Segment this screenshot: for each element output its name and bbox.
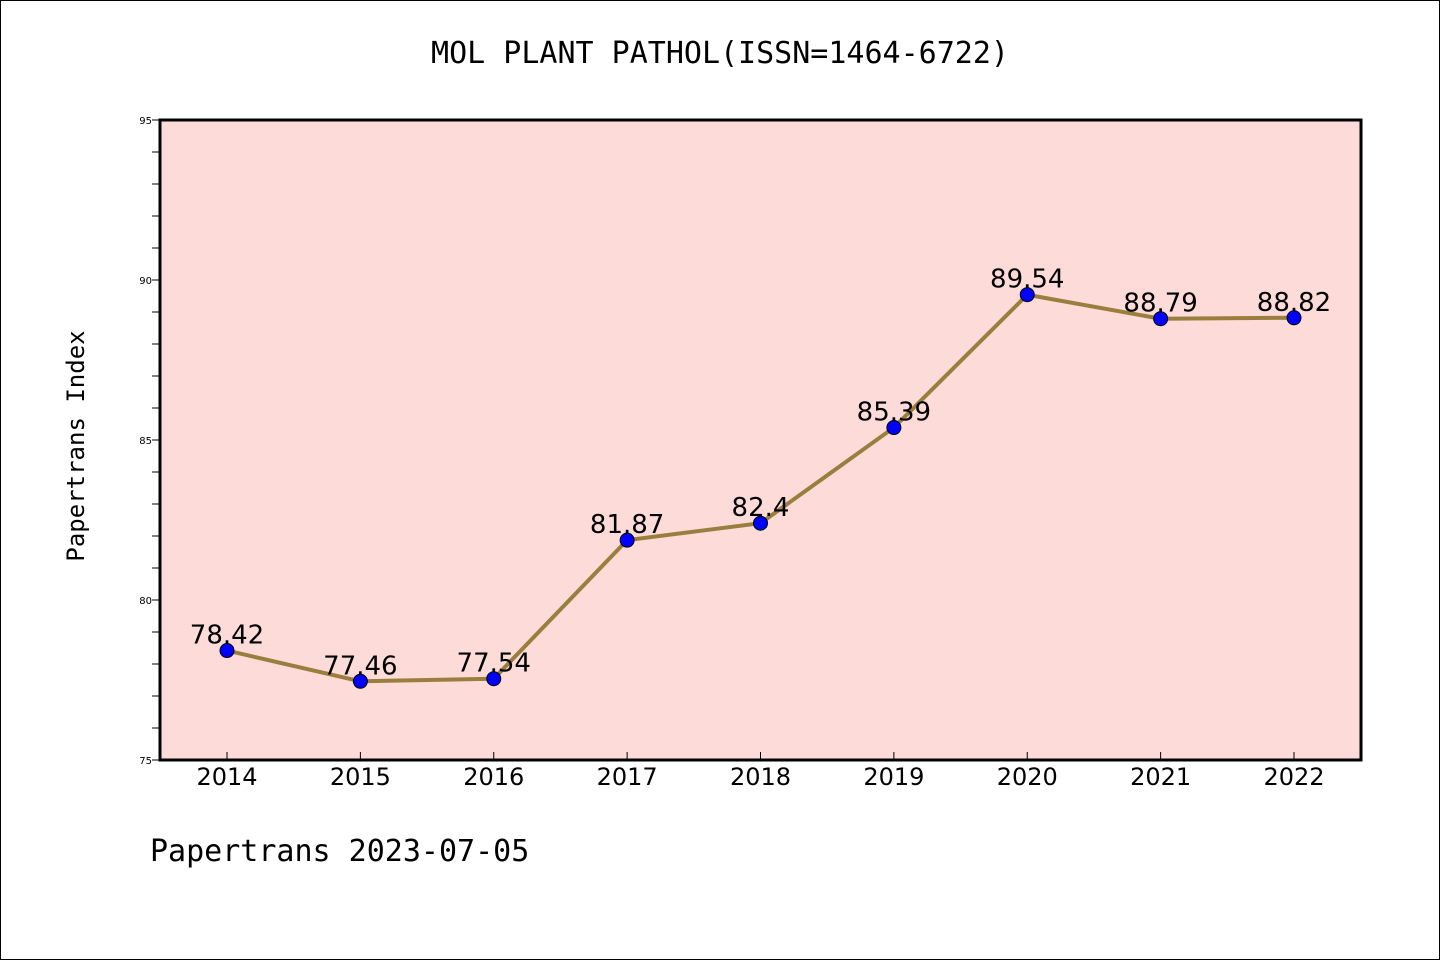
data-point: [352, 673, 368, 689]
data-point: [886, 420, 902, 436]
data-point: [1019, 287, 1035, 303]
y-tick-label: 85: [139, 436, 152, 447]
data-value-label: 77.46: [323, 651, 397, 681]
x-tick-label: 2020: [997, 763, 1058, 791]
x-tick-label: 2015: [330, 763, 391, 791]
x-tick-label: 2016: [463, 763, 524, 791]
y-axis: 75 80 85 90 95: [139, 116, 160, 767]
data-point: [486, 671, 502, 687]
x-tick-label: 2017: [597, 763, 658, 791]
x-tick-label: 2019: [863, 763, 924, 791]
plot-area: [160, 120, 1361, 760]
data-point: [1286, 310, 1302, 326]
data-value-label: 88.79: [1123, 289, 1197, 319]
data-value-label: 81.87: [590, 510, 664, 540]
data-point: [619, 532, 635, 548]
y-tick-label: 90: [139, 276, 152, 287]
data-point: [1153, 311, 1169, 327]
chart-title: MOL PLANT PATHOL(ISSN=1464-6722): [431, 36, 1009, 71]
data-point: [753, 515, 768, 531]
x-tick-label: 2018: [730, 763, 791, 791]
y-tick-label: 80: [139, 596, 152, 607]
x-tick-label: 2022: [1263, 763, 1324, 791]
x-tick-label: 2014: [196, 763, 257, 791]
x-tick-label: 2021: [1130, 763, 1191, 791]
data-labels: 78.42 77.46 77.54 81.87 82.4 85.39 89.54 88.79 8…: [190, 265, 1331, 682]
data-value-label: 82.4: [732, 493, 790, 523]
y-tick-label: 95: [139, 116, 152, 127]
plot-border: [158, 118, 1363, 762]
data-value-label: 78.42: [190, 621, 264, 651]
data-value-label: 89.54: [990, 265, 1064, 295]
data-value-label: 88.82: [1257, 288, 1331, 318]
data-value-label: 77.54: [457, 649, 531, 679]
data-value-label: 85.39: [857, 398, 931, 428]
x-axis: 2014 2015 2016 2017 2018 2019 2020 2021 2022: [196, 752, 1325, 791]
data-point: [219, 643, 235, 659]
footer-source-date: Papertrans 2023-07-05: [150, 834, 530, 869]
y-tick-label: 75: [139, 756, 152, 767]
series-markers: [219, 287, 1302, 689]
